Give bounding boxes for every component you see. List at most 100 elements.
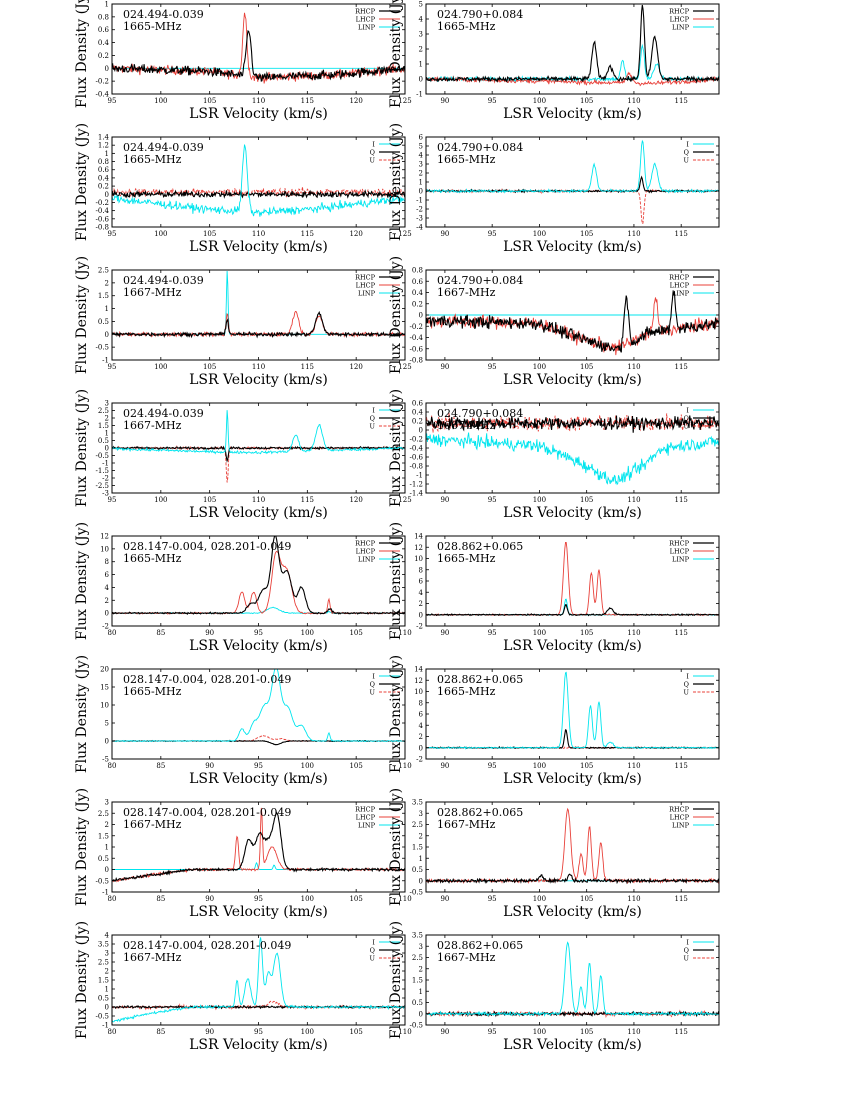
x-tick-label: 105 xyxy=(580,97,593,105)
x-tick-label: 95 xyxy=(108,363,117,371)
y-tick-label: -2 xyxy=(416,756,423,764)
legend: IQU xyxy=(370,141,400,165)
x-tick-label: 95 xyxy=(254,762,263,770)
y-tick-label: 0.4 xyxy=(412,289,424,297)
y-tick-label: 2 xyxy=(105,279,109,287)
series-line-i xyxy=(426,941,719,1018)
y-tick-label: 2.5 xyxy=(412,954,423,962)
x-tick-label: 90 xyxy=(440,1028,449,1036)
panel-title: 024.494-0.039 xyxy=(123,8,204,21)
legend: IQU xyxy=(684,407,714,431)
series-line-u xyxy=(112,445,405,483)
panel-subtitle: 1667-MHz xyxy=(437,818,496,831)
x-tick-label: 105 xyxy=(203,363,216,371)
y-tick-label: 8 xyxy=(105,558,109,566)
x-axis-label: LSR Velocity (km/s) xyxy=(189,1037,328,1053)
legend: IQU xyxy=(684,673,714,697)
y-tick-label: 2 xyxy=(105,968,109,976)
legend-label: RHCP xyxy=(355,540,376,548)
y-tick-label: 0.8 xyxy=(412,267,423,275)
y-tick-label: -0.5 xyxy=(410,889,424,897)
y-tick-label: 10 xyxy=(414,555,423,563)
x-tick-label: 100 xyxy=(301,762,314,770)
y-axis-label: Flux Density (Jy) xyxy=(388,0,404,108)
panel-title: 024.790+0.084 xyxy=(437,274,523,287)
legend-label: Q xyxy=(684,947,689,955)
y-axis-label: Flux Density (Jy) xyxy=(388,921,404,1039)
x-tick-label: 90 xyxy=(440,97,449,105)
legend-label: RHCP xyxy=(669,274,690,282)
series-line-q xyxy=(112,1004,405,1010)
y-tick-label: 1 xyxy=(105,986,109,994)
y-tick-label: 2 xyxy=(419,600,423,608)
x-tick-label: 100 xyxy=(154,363,167,371)
x-tick-label: 125 xyxy=(398,97,411,105)
y-tick-label: 0 xyxy=(419,76,423,84)
legend-label: U xyxy=(684,157,690,165)
y-tick-label: -0.2 xyxy=(410,323,424,331)
legend-label: RHCP xyxy=(669,806,690,814)
y-tick-label: 3 xyxy=(419,31,423,39)
x-tick-label: 90 xyxy=(205,1028,214,1036)
series-line-i xyxy=(112,937,405,1023)
x-axis-label: LSR Velocity (km/s) xyxy=(189,372,328,388)
y-tick-label: 3 xyxy=(105,799,109,807)
y-tick-label: -0.6 xyxy=(410,345,424,353)
legend-label: LINP xyxy=(358,290,376,298)
x-tick-label: 110 xyxy=(252,496,265,504)
y-tick-label: 0 xyxy=(105,445,109,453)
legend-label: LINP xyxy=(672,290,690,298)
y-tick-label: 2.5 xyxy=(412,821,423,829)
x-tick-label: 120 xyxy=(349,230,362,238)
legend-label: LINP xyxy=(358,822,376,830)
y-tick-label: 2.5 xyxy=(98,810,109,818)
y-axis-label: Flux Density (Jy) xyxy=(388,389,404,507)
series-group xyxy=(426,412,719,486)
y-tick-label: 0.6 xyxy=(98,166,110,174)
panel-subtitle: 1667-MHz xyxy=(123,818,182,831)
series-line-u xyxy=(112,1000,405,1011)
legend-label: I xyxy=(686,939,689,947)
y-tick-label: 4 xyxy=(419,16,424,24)
legend-label: I xyxy=(686,673,689,681)
x-tick-label: 95 xyxy=(488,97,497,105)
x-tick-label: 100 xyxy=(154,230,167,238)
legend-label: LHCP xyxy=(356,282,376,290)
x-tick-label: 115 xyxy=(301,230,314,238)
y-axis-label: Flux Density (Jy) xyxy=(388,655,404,773)
legend: IQU xyxy=(684,141,714,165)
y-tick-label: 1 xyxy=(105,844,109,852)
legend-label: LINP xyxy=(672,556,690,564)
y-tick-label: 0 xyxy=(105,866,109,874)
legend-label: I xyxy=(686,407,689,415)
spectrum-panel: -0.5 0 0.5 1 1.5 2 2.5 3 3.5 90 95 100 105 110 115 LSR … xyxy=(388,921,720,1053)
x-tick-label: 80 xyxy=(108,895,117,903)
y-tick-label: 1.5 xyxy=(98,977,109,985)
panel-title: 024.790+0.084 xyxy=(437,407,523,420)
legend-label: RHCP xyxy=(355,806,376,814)
x-tick-label: 110 xyxy=(252,230,265,238)
y-tick-label: 12 xyxy=(100,533,109,541)
y-tick-label: -1 xyxy=(102,1022,109,1030)
x-axis-label: LSR Velocity (km/s) xyxy=(503,1037,642,1053)
y-tick-label: 10 xyxy=(100,545,109,553)
y-tick-label: 0 xyxy=(419,744,423,752)
y-tick-label: -0.4 xyxy=(410,334,424,342)
y-tick-label: -0.5 xyxy=(96,877,110,885)
series-line-rhcp xyxy=(112,30,405,82)
x-tick-label: 95 xyxy=(254,629,263,637)
y-tick-label: 1.5 xyxy=(98,832,109,840)
x-tick-label: 90 xyxy=(440,230,449,238)
y-tick-label: 1.5 xyxy=(98,292,109,300)
x-tick-label: 100 xyxy=(154,496,167,504)
series-line-rhcp xyxy=(426,604,719,617)
x-tick-label: 110 xyxy=(398,629,411,637)
panel-subtitle: 1665-MHz xyxy=(123,685,182,698)
y-tick-label: 6 xyxy=(419,134,424,142)
x-tick-label: 110 xyxy=(627,230,640,238)
x-tick-label: 105 xyxy=(349,895,362,903)
x-tick-label: 90 xyxy=(440,496,449,504)
x-tick-label: 110 xyxy=(398,762,411,770)
